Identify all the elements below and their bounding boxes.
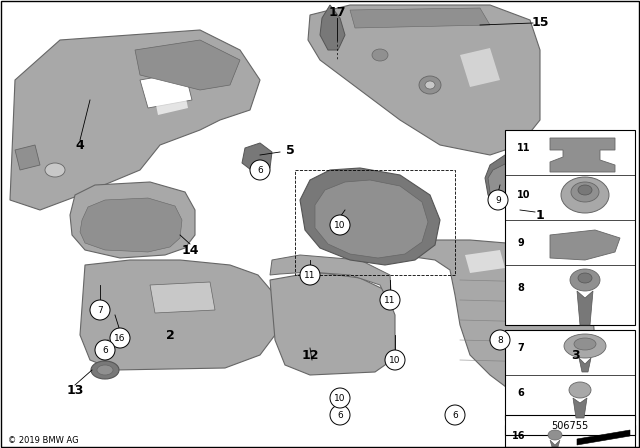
Ellipse shape	[578, 185, 592, 195]
Text: 7: 7	[517, 343, 524, 353]
Bar	[505, 415, 635, 435]
Polygon shape	[15, 145, 40, 170]
Text: 6: 6	[102, 345, 108, 354]
Circle shape	[330, 215, 350, 235]
Circle shape	[488, 190, 508, 210]
Polygon shape	[270, 255, 392, 310]
Ellipse shape	[91, 361, 119, 379]
Text: 8: 8	[517, 283, 524, 293]
Polygon shape	[577, 430, 630, 445]
Polygon shape	[350, 8, 490, 28]
Text: 9: 9	[517, 238, 524, 248]
Polygon shape	[300, 168, 440, 265]
Circle shape	[380, 290, 400, 310]
Circle shape	[490, 330, 510, 350]
Polygon shape	[242, 143, 272, 173]
Polygon shape	[155, 93, 188, 115]
Circle shape	[250, 160, 270, 180]
Text: 15: 15	[531, 16, 548, 29]
Text: 12: 12	[301, 349, 319, 362]
Polygon shape	[488, 163, 520, 200]
Bar	[505, 130, 635, 325]
Polygon shape	[70, 182, 195, 258]
Polygon shape	[10, 30, 260, 210]
Ellipse shape	[45, 163, 65, 177]
Text: 13: 13	[67, 383, 84, 396]
Ellipse shape	[97, 365, 113, 375]
Circle shape	[330, 405, 350, 425]
Polygon shape	[465, 250, 505, 273]
Text: 5: 5	[285, 143, 294, 156]
Bar	[505, 330, 635, 420]
Ellipse shape	[574, 338, 596, 350]
Text: 16: 16	[512, 431, 525, 441]
Polygon shape	[80, 260, 275, 370]
Text: 11: 11	[384, 296, 396, 305]
Text: 11: 11	[517, 143, 531, 153]
Ellipse shape	[578, 273, 592, 283]
Ellipse shape	[570, 269, 600, 291]
Bar	[505, 425, 635, 447]
Text: © 2019 BMW AG: © 2019 BMW AG	[8, 435, 79, 444]
Ellipse shape	[571, 182, 599, 202]
Text: 10: 10	[334, 220, 346, 229]
Bar	[295, 170, 455, 275]
Text: 10: 10	[334, 393, 346, 402]
Polygon shape	[485, 155, 525, 205]
Text: 506755: 506755	[552, 421, 589, 431]
Ellipse shape	[425, 81, 435, 89]
Circle shape	[385, 350, 405, 370]
Circle shape	[330, 388, 350, 408]
Text: 1: 1	[536, 208, 545, 221]
Polygon shape	[270, 272, 395, 375]
Polygon shape	[550, 440, 560, 447]
Polygon shape	[577, 291, 593, 325]
Text: 8: 8	[497, 336, 503, 345]
Circle shape	[90, 300, 110, 320]
Text: 10: 10	[389, 356, 401, 365]
Text: 3: 3	[571, 349, 579, 362]
Polygon shape	[550, 230, 620, 260]
Polygon shape	[400, 240, 595, 395]
Polygon shape	[135, 40, 240, 90]
Polygon shape	[579, 358, 591, 372]
Polygon shape	[550, 138, 615, 172]
Polygon shape	[308, 5, 540, 155]
Circle shape	[300, 265, 320, 285]
Text: 4: 4	[76, 138, 84, 151]
Text: 10: 10	[517, 190, 531, 200]
Text: 16: 16	[115, 333, 125, 343]
Text: 6: 6	[337, 410, 343, 419]
Ellipse shape	[569, 382, 591, 398]
Ellipse shape	[564, 334, 606, 358]
Ellipse shape	[419, 76, 441, 94]
Circle shape	[445, 405, 465, 425]
Ellipse shape	[561, 177, 609, 213]
Text: 14: 14	[181, 244, 199, 257]
Polygon shape	[460, 48, 500, 87]
Polygon shape	[320, 5, 345, 50]
Text: 7: 7	[97, 306, 103, 314]
Polygon shape	[573, 398, 587, 418]
Text: 11: 11	[304, 271, 316, 280]
Ellipse shape	[372, 49, 388, 61]
Polygon shape	[525, 185, 565, 230]
Text: 17: 17	[328, 5, 346, 18]
Ellipse shape	[548, 430, 562, 440]
Polygon shape	[140, 72, 192, 108]
Circle shape	[95, 340, 115, 360]
Text: 6: 6	[257, 165, 263, 175]
Text: 2: 2	[166, 328, 174, 341]
Polygon shape	[315, 180, 428, 258]
Text: 9: 9	[495, 195, 501, 204]
Text: 6: 6	[517, 388, 524, 398]
Circle shape	[110, 328, 130, 348]
Polygon shape	[80, 198, 182, 252]
Polygon shape	[150, 282, 215, 313]
Text: 6: 6	[452, 410, 458, 419]
